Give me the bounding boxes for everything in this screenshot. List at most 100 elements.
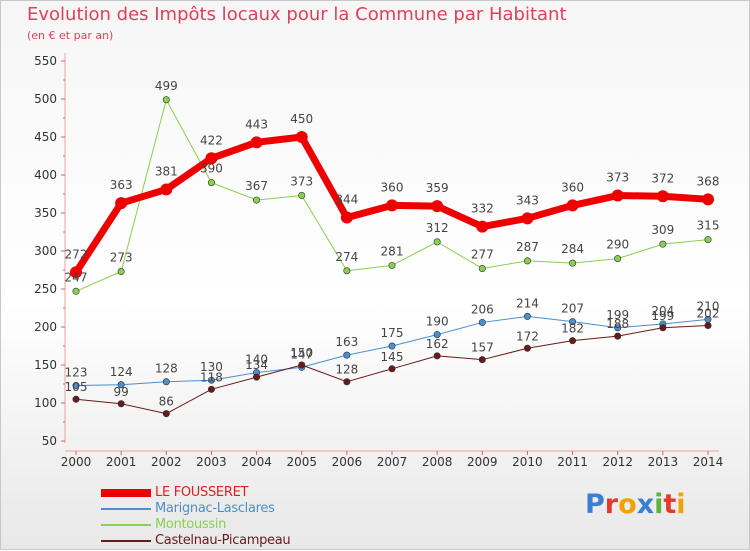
- data-label: 118: [200, 370, 223, 384]
- data-point: [702, 193, 714, 206]
- data-point: [523, 312, 531, 320]
- y-tick-label: 100: [34, 396, 57, 410]
- chart-subtitle: (en € et par an): [27, 29, 114, 42]
- data-label: 499: [155, 79, 178, 93]
- data-point: [343, 351, 351, 359]
- data-point: [340, 211, 353, 224]
- x-tick-label: 2009: [467, 455, 498, 469]
- logo-letter: o: [618, 489, 637, 520]
- data-label: 190: [426, 315, 449, 329]
- data-label: 199: [651, 309, 674, 323]
- legend-label: Castelnau-Picampeau: [155, 533, 291, 548]
- data-label: 214: [516, 296, 539, 310]
- y-tick-label: 400: [34, 168, 57, 182]
- data-label: 162: [426, 337, 449, 351]
- data-point: [207, 376, 215, 384]
- data-point: [431, 200, 444, 213]
- data-label: 210: [697, 299, 720, 313]
- logo-letter: P: [585, 489, 605, 520]
- data-label: 150: [290, 346, 313, 360]
- y-tick-label: 250: [34, 282, 57, 296]
- data-point: [523, 344, 531, 352]
- y-tick-label: 300: [34, 244, 57, 258]
- data-label: 172: [516, 329, 539, 343]
- data-label: 373: [290, 175, 313, 189]
- logo-letter: t: [663, 489, 677, 520]
- data-point: [614, 332, 622, 340]
- data-point: [162, 410, 170, 418]
- x-tick-label: 2000: [61, 455, 92, 469]
- data-label: 182: [561, 322, 584, 336]
- data-point: [433, 331, 441, 339]
- data-label: 373: [606, 171, 629, 185]
- data-label: 175: [381, 326, 404, 340]
- data-label: 274: [335, 250, 358, 264]
- data-point: [117, 381, 125, 389]
- data-label: 360: [561, 180, 584, 194]
- data-label: 130: [200, 360, 223, 374]
- data-label: 206: [471, 302, 494, 316]
- data-label: 145: [381, 350, 404, 364]
- x-tick-label: 2008: [422, 455, 453, 469]
- data-label: 359: [426, 181, 449, 195]
- y-tick-label: 350: [34, 206, 57, 220]
- y-tick-label: 200: [34, 320, 57, 334]
- data-label: 163: [335, 335, 358, 349]
- data-point: [72, 395, 80, 403]
- y-tick-label: 450: [34, 130, 57, 144]
- data-point: [253, 196, 261, 204]
- x-tick-label: 2010: [512, 455, 543, 469]
- data-label: 128: [335, 363, 358, 377]
- data-point: [433, 238, 441, 246]
- proxiti-logo: Proxiti: [585, 489, 686, 520]
- data-label: 86: [159, 395, 174, 409]
- data-label: 140: [245, 353, 268, 367]
- data-point: [656, 190, 669, 203]
- data-label: 450: [290, 112, 313, 126]
- data-label: 315: [697, 219, 720, 233]
- data-point: [476, 220, 489, 233]
- data-point: [569, 318, 577, 326]
- data-point: [614, 324, 622, 332]
- data-label: 99: [114, 385, 129, 399]
- data-label: 277: [471, 247, 494, 261]
- data-point: [295, 131, 308, 143]
- x-tick-label: 2003: [196, 455, 227, 469]
- legend-swatch: [101, 489, 151, 497]
- y-tick-label: 550: [34, 54, 57, 68]
- data-point: [478, 264, 486, 272]
- data-label: 290: [606, 238, 629, 252]
- x-tick-label: 2005: [286, 455, 317, 469]
- data-label: 202: [697, 306, 720, 320]
- legend-label: Marignac-Lasclares: [155, 501, 275, 516]
- data-point: [160, 183, 173, 196]
- data-label: 343: [516, 193, 539, 207]
- data-point: [433, 352, 441, 360]
- data-point: [298, 192, 306, 200]
- x-tick-label: 2011: [557, 455, 588, 469]
- data-label: 199: [606, 308, 629, 322]
- data-point: [115, 197, 128, 210]
- data-point: [343, 378, 351, 386]
- data-label: 372: [651, 171, 674, 185]
- data-point: [611, 189, 624, 202]
- data-label: 128: [155, 362, 178, 376]
- legend-label: LE FOUSSERET: [155, 485, 249, 500]
- data-label: 273: [110, 251, 133, 265]
- x-tick-label: 2006: [332, 455, 363, 469]
- data-point: [566, 199, 579, 212]
- legend-swatch: [101, 540, 151, 542]
- data-point: [704, 321, 712, 329]
- x-tick-label: 2007: [377, 455, 408, 469]
- data-label: 105: [65, 380, 88, 394]
- legend-label: Montoussin: [155, 517, 227, 532]
- logo-letter: i: [676, 489, 686, 520]
- data-point: [162, 378, 170, 386]
- data-label: 360: [381, 180, 404, 194]
- data-label: 443: [245, 117, 268, 131]
- data-label: 390: [200, 162, 223, 176]
- data-point: [343, 267, 351, 275]
- x-tick-label: 2012: [602, 455, 633, 469]
- data-label: 247: [65, 270, 88, 284]
